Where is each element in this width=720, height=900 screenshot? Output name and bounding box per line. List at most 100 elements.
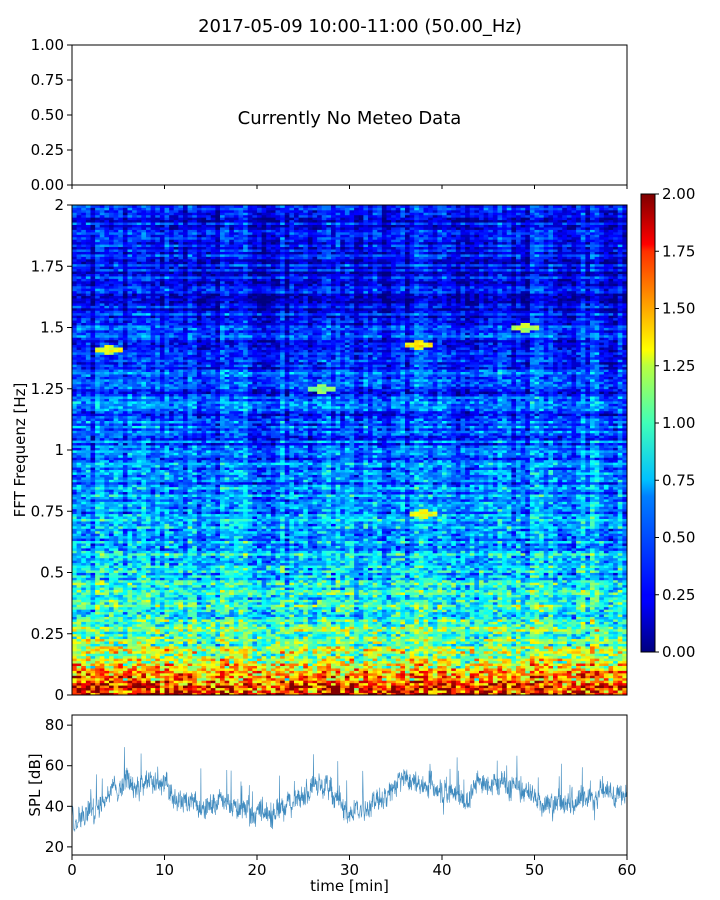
heatmap-cell (95, 448, 100, 451)
heatmap-cell (100, 396, 105, 399)
heatmap-cell (95, 504, 100, 507)
heatmap-cell (91, 416, 96, 419)
heatmap-cell (91, 301, 96, 304)
heatmap-cell (100, 658, 105, 661)
heatmap-cell (91, 399, 96, 402)
heatmap-cell (91, 249, 96, 252)
heatmap-cell (100, 357, 105, 360)
heatmap-cell (81, 629, 86, 632)
heatmap-cell (100, 582, 105, 585)
heatmap-cell (104, 661, 109, 664)
heatmap-cell (77, 563, 82, 566)
heatmap-cell (91, 604, 96, 607)
heatmap-cell (72, 279, 77, 282)
heatmap-cell (72, 577, 77, 580)
heatmap-cell (81, 553, 86, 556)
heatmap-cell (104, 587, 109, 590)
heatmap-cell (91, 328, 96, 331)
heatmap-cell (81, 332, 86, 335)
heatmap-cell (100, 465, 105, 468)
heatmap-cell (100, 364, 105, 367)
heatmap-cell (91, 558, 96, 561)
heatmap-cell (86, 423, 91, 426)
heatmap-cell (95, 354, 100, 357)
heatmap-cell (100, 301, 105, 304)
heatmap-cell (72, 359, 77, 362)
heatmap-cell (91, 323, 96, 326)
heatmap-cell (77, 291, 82, 294)
heatmap-cell (72, 428, 77, 431)
heatmap-cell (95, 210, 100, 213)
heatmap-cell (72, 541, 77, 544)
heatmap-cell (86, 399, 91, 402)
heatmap-cell (72, 465, 77, 468)
heatmap-cell (100, 350, 105, 353)
heatmap-cell (77, 212, 82, 215)
heatmap-cell (91, 528, 96, 531)
heatmap-cell (81, 516, 86, 519)
heatmap-cell (100, 626, 105, 629)
heatmap-cell (81, 237, 86, 240)
heatmap-cell (91, 678, 96, 681)
heatmap-cell (81, 582, 86, 585)
heatmap-cell (104, 538, 109, 541)
heatmap-cell (104, 399, 109, 402)
heatmap-cell (100, 524, 105, 527)
heatmap-cell (81, 531, 86, 534)
heatmap-cell (86, 296, 91, 299)
heatmap-cell (91, 418, 96, 421)
heatmap-cell (86, 577, 91, 580)
heatmap-cell (77, 448, 82, 451)
heatmap-cell (95, 359, 100, 362)
heatmap-cell (104, 435, 109, 438)
heatmap-cell (81, 381, 86, 384)
heatmap-cell (95, 269, 100, 272)
heatmap-cell (100, 323, 105, 326)
heatmap-cell (100, 558, 105, 561)
heatmap-cell (86, 546, 91, 549)
heatmap-cell (104, 607, 109, 610)
heatmap-cell (72, 497, 77, 500)
heatmap-cell (95, 452, 100, 455)
heatmap-cell (100, 671, 105, 674)
heatmap-cell (72, 685, 77, 688)
heatmap-cell (95, 217, 100, 220)
heatmap-cell (72, 408, 77, 411)
heatmap-cell (100, 435, 105, 438)
heatmap-cell (100, 328, 105, 331)
heatmap-cell (95, 509, 100, 512)
heatmap-cell (100, 511, 105, 514)
heatmap-cell (91, 671, 96, 674)
heatmap-cell (104, 675, 109, 678)
heatmap-cell (77, 372, 82, 375)
heatmap-cell (77, 232, 82, 235)
heatmap-cell (91, 472, 96, 475)
heatmap-cell (95, 467, 100, 470)
heatmap-cell (104, 673, 109, 676)
heatmap-cell (100, 644, 105, 647)
heatmap-cell (72, 288, 77, 291)
heatmap-cell (77, 538, 82, 541)
heatmap-cell (104, 590, 109, 593)
heatmap-cell (81, 283, 86, 286)
heatmap-cell (86, 548, 91, 551)
heatmap-cell (86, 337, 91, 340)
heatmap-cell (86, 607, 91, 610)
heatmap-cell (72, 653, 77, 656)
heatmap-cell (100, 617, 105, 620)
heatmap-cell (81, 347, 86, 350)
heatmap-cell (77, 602, 82, 605)
heatmap-cell (72, 499, 77, 502)
heatmap-cell (72, 624, 77, 627)
heatmap-cell (104, 533, 109, 536)
heatmap-cell (95, 340, 100, 343)
heatmap-cell (72, 401, 77, 404)
heatmap-cell (95, 607, 100, 610)
heatmap-cell (77, 242, 82, 245)
heatmap-cell (91, 264, 96, 267)
heatmap-cell (81, 472, 86, 475)
heatmap-cell (72, 519, 77, 522)
heatmap-cell (100, 293, 105, 296)
heatmap-cell (95, 350, 100, 353)
heatmap-cell (100, 318, 105, 321)
